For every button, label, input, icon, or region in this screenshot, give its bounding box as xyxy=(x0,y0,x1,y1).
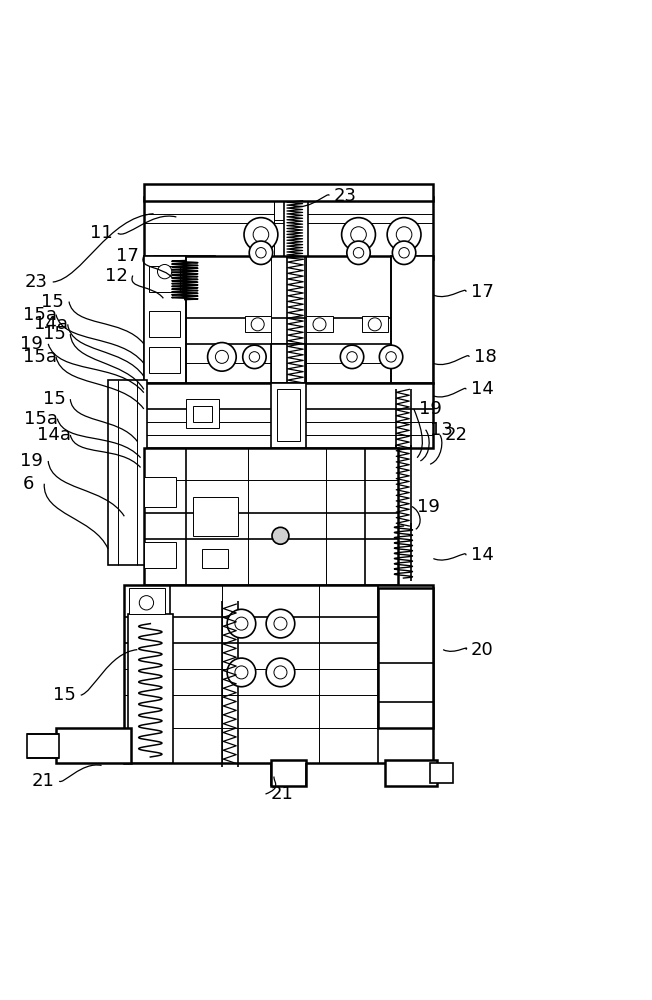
Bar xyxy=(149,266,180,292)
Circle shape xyxy=(386,352,396,362)
Bar xyxy=(128,614,173,763)
Bar xyxy=(192,497,238,536)
Bar xyxy=(271,383,306,448)
Text: 15: 15 xyxy=(53,686,76,704)
Text: 15: 15 xyxy=(41,293,64,311)
Circle shape xyxy=(253,227,269,242)
Circle shape xyxy=(274,617,287,630)
Bar xyxy=(144,542,176,568)
Text: 14a: 14a xyxy=(35,315,68,333)
Circle shape xyxy=(368,318,381,331)
Bar xyxy=(271,344,306,383)
Circle shape xyxy=(249,352,259,362)
Circle shape xyxy=(215,350,228,363)
Text: 15a: 15a xyxy=(23,306,57,324)
Bar xyxy=(125,585,434,763)
Bar xyxy=(244,316,271,332)
Circle shape xyxy=(347,241,370,264)
Circle shape xyxy=(351,227,366,242)
Circle shape xyxy=(251,318,264,331)
Bar xyxy=(144,477,176,507)
Circle shape xyxy=(235,666,248,679)
Bar xyxy=(149,347,180,373)
Circle shape xyxy=(399,248,409,258)
Circle shape xyxy=(353,248,364,258)
Text: 19: 19 xyxy=(417,498,439,516)
Bar xyxy=(277,389,300,441)
Circle shape xyxy=(158,264,172,279)
Text: 19: 19 xyxy=(20,452,44,470)
Text: 6: 6 xyxy=(22,475,34,493)
Circle shape xyxy=(227,609,256,638)
Circle shape xyxy=(272,527,289,544)
Text: 14: 14 xyxy=(471,546,494,564)
Circle shape xyxy=(207,343,236,371)
Bar xyxy=(186,399,218,428)
Circle shape xyxy=(249,241,273,264)
Text: 15: 15 xyxy=(42,325,65,343)
Bar xyxy=(144,448,398,585)
Circle shape xyxy=(313,318,326,331)
Text: 19: 19 xyxy=(20,335,44,353)
Bar xyxy=(144,197,434,259)
Text: 15: 15 xyxy=(42,390,65,408)
Text: 12: 12 xyxy=(105,267,128,285)
Bar xyxy=(27,734,59,758)
Text: 14: 14 xyxy=(471,380,494,398)
Circle shape xyxy=(256,248,266,258)
Circle shape xyxy=(379,345,403,369)
Circle shape xyxy=(274,666,287,679)
Text: 22: 22 xyxy=(445,426,467,444)
Bar xyxy=(385,760,437,786)
Circle shape xyxy=(266,658,295,687)
Text: 23: 23 xyxy=(25,273,48,291)
Bar xyxy=(144,184,434,201)
Text: 21: 21 xyxy=(271,785,293,803)
Circle shape xyxy=(342,218,376,251)
Bar xyxy=(430,763,453,783)
Circle shape xyxy=(396,227,412,242)
Text: 17: 17 xyxy=(116,247,139,265)
Text: 14a: 14a xyxy=(37,426,71,444)
Bar xyxy=(144,256,186,383)
Circle shape xyxy=(266,609,295,638)
Circle shape xyxy=(235,617,248,630)
Circle shape xyxy=(347,352,357,362)
Circle shape xyxy=(393,241,416,264)
Text: 23: 23 xyxy=(334,187,357,205)
Text: 17: 17 xyxy=(471,283,494,301)
Bar xyxy=(56,728,131,763)
Circle shape xyxy=(140,596,154,610)
Bar xyxy=(108,380,147,565)
Bar xyxy=(144,383,434,448)
Text: 19: 19 xyxy=(419,400,441,418)
Bar xyxy=(306,316,333,332)
Bar xyxy=(202,549,228,568)
Text: 15a: 15a xyxy=(24,410,58,428)
Text: 11: 11 xyxy=(90,224,113,242)
Text: 21: 21 xyxy=(31,772,54,790)
Circle shape xyxy=(244,218,278,251)
Bar xyxy=(378,588,434,728)
Bar xyxy=(284,197,308,259)
Bar xyxy=(144,256,434,383)
Bar xyxy=(362,316,388,332)
Bar xyxy=(271,760,306,786)
Bar xyxy=(149,311,180,337)
Circle shape xyxy=(227,658,256,687)
Bar xyxy=(274,197,303,220)
Bar xyxy=(129,588,165,614)
Text: 18: 18 xyxy=(474,348,497,366)
Bar xyxy=(154,256,215,305)
Bar xyxy=(155,263,174,282)
Text: 20: 20 xyxy=(471,641,494,659)
Circle shape xyxy=(243,345,266,369)
Text: 13: 13 xyxy=(430,421,453,439)
Bar xyxy=(192,406,212,422)
Circle shape xyxy=(340,345,364,369)
Circle shape xyxy=(387,218,421,251)
Text: 15a: 15a xyxy=(23,348,57,366)
Bar xyxy=(391,256,434,383)
